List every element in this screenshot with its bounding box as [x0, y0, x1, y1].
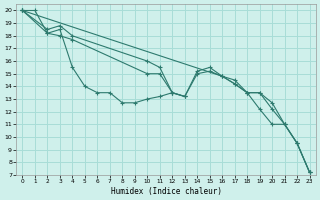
X-axis label: Humidex (Indice chaleur): Humidex (Indice chaleur) [110, 187, 221, 196]
